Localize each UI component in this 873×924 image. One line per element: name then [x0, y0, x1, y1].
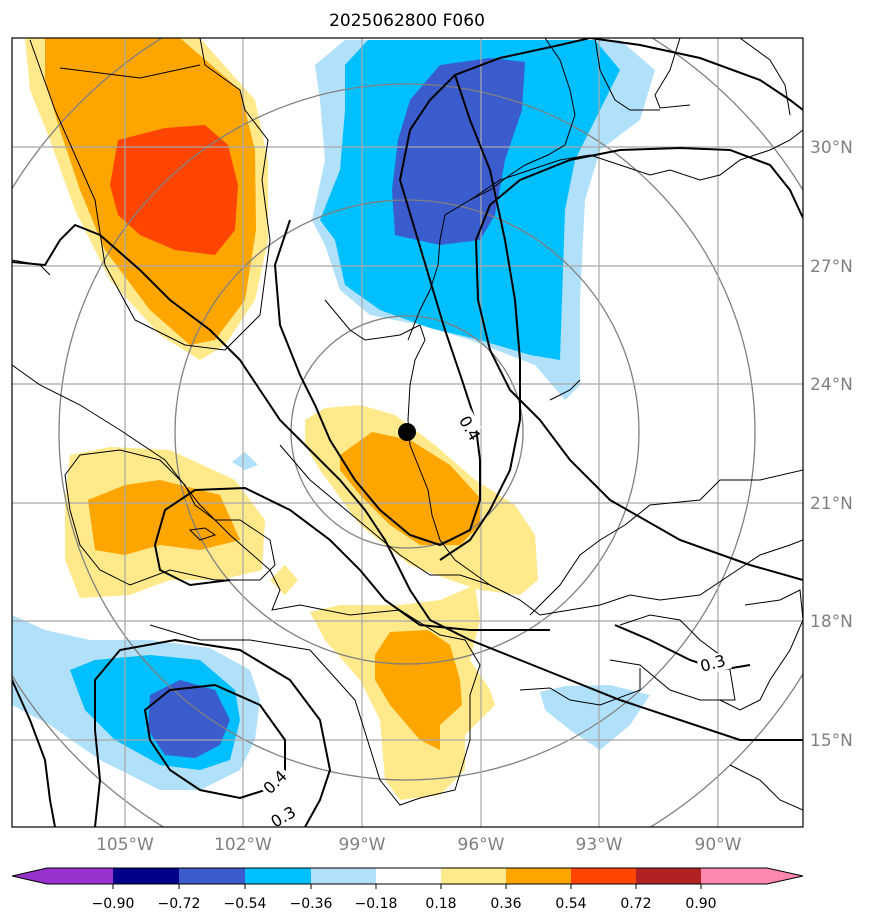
colorbar-segment	[47, 868, 113, 884]
colorbar-tick-label: 0.72	[620, 896, 651, 912]
map-title: 2025062800 F060	[329, 11, 485, 31]
lon-label-105w: 105°W	[96, 835, 154, 855]
colorbar-tick-label: −0.72	[158, 896, 201, 912]
lon-label-90w: 90°W	[695, 835, 742, 855]
contour-label-group: 0.4 0.3 0.4 0.3	[258, 403, 733, 827]
lon-label-96w: 96°W	[458, 835, 505, 855]
graticule	[12, 38, 803, 827]
colorbar-segment	[636, 868, 701, 884]
colorbar-segment	[179, 868, 245, 884]
lat-label-24n: 24°N	[810, 375, 853, 395]
colorbar-tick-label: 0.36	[490, 896, 521, 912]
colorbar-extend-low	[12, 868, 47, 884]
latitude-labels: 30°N 27°N 24°N 21°N 18°N 15°N	[810, 138, 853, 751]
lon-label-99w: 99°W	[339, 835, 386, 855]
lat-label-18n: 18°N	[810, 612, 853, 632]
lat-label-30n: 30°N	[810, 138, 853, 158]
lon-label-102w: 102°W	[214, 835, 272, 855]
colorbar-segment	[113, 868, 179, 884]
lat-label-27n: 27°N	[810, 257, 853, 277]
colorbar-segment	[506, 868, 571, 884]
colorbar-outline	[11, 867, 804, 885]
colorbar-tick-label: −0.18	[355, 896, 398, 912]
lon-label-93w: 93°W	[576, 835, 623, 855]
anomaly-fill-southwest-cold	[12, 452, 260, 790]
longitude-labels: 105°W 102°W 99°W 96°W 93°W 90°W	[96, 835, 742, 855]
anomaly-fill-northwest	[25, 38, 268, 360]
range-rings	[12, 38, 803, 827]
anomaly-fill-south	[310, 585, 495, 800]
lat-label-15n: 15°N	[810, 731, 853, 751]
map-panel: 0.4 0.3 0.4 0.3	[12, 38, 803, 827]
lat-label-21n: 21°N	[810, 494, 853, 514]
colorbar-extend-high	[767, 868, 803, 884]
colorbar-segment	[245, 868, 311, 884]
colorbar: −0.90 −0.72 −0.54 −0.36 −0.18 0.18 0.36 …	[11, 867, 804, 912]
colorbar-segment	[311, 868, 376, 884]
colorbar-tick-label: −0.90	[92, 896, 135, 912]
anomaly-fill-central	[305, 405, 538, 595]
colorbar-segment	[441, 868, 506, 884]
anomaly-fill-west	[65, 447, 298, 598]
colorbar-tick-label: 0.54	[555, 896, 586, 912]
map-frame	[11, 37, 804, 828]
colorbar-segment	[701, 868, 767, 884]
storm-center-dot	[398, 423, 416, 441]
colorbar-tick-label: 0.18	[425, 896, 456, 912]
colorbar-tick-label: −0.36	[290, 896, 333, 912]
colorbar-segment	[571, 868, 636, 884]
colorbar-tick-label: −0.54	[224, 896, 267, 912]
colorbar-tick-label: 0.90	[685, 896, 716, 912]
colorbar-segment	[376, 868, 441, 884]
